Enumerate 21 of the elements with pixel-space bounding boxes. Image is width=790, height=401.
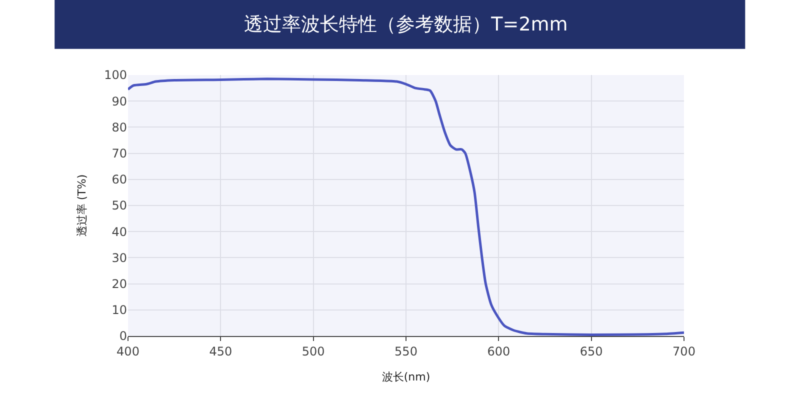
y-tick-label: 80 (112, 120, 127, 134)
y-tick-label: 70 (112, 146, 127, 160)
x-tick-label: 700 (672, 344, 696, 358)
x-tick-label: 400 (116, 344, 140, 358)
y-tick-label: 40 (112, 224, 127, 239)
x-tick-label: 500 (302, 344, 325, 358)
y-tick-label: 50 (112, 198, 127, 213)
x-axis-title: 波长(nm) (382, 370, 430, 384)
y-tick-label: 30 (112, 250, 127, 265)
y-tick-label: 20 (112, 277, 127, 291)
x-tick-label: 600 (487, 344, 510, 358)
y-tick-label: 10 (112, 303, 127, 318)
x-tick-label: 650 (580, 344, 603, 358)
x-tick-label: 550 (394, 344, 418, 358)
y-tick-label: 0 (119, 329, 127, 344)
y-tick-label: 100 (104, 68, 127, 82)
chart-title: 透过率波长特性（参考数据）T=2mm (244, 14, 568, 36)
y-tick-label: 60 (112, 172, 127, 187)
y-axis-title: 透过率 (T%) (76, 174, 89, 237)
y-tick-label: 90 (112, 94, 127, 108)
x-tick-label: 450 (209, 344, 232, 358)
